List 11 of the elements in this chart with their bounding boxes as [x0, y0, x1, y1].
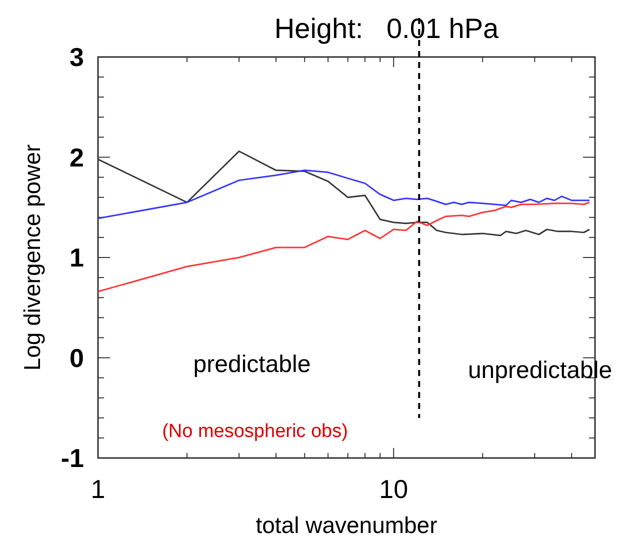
x-axis-title: total wavenumber [256, 512, 438, 538]
y-axis-title: Log divergence power [19, 144, 45, 371]
chart-title: Height: 0.01 hPa [274, 13, 499, 44]
y-tick-label: 2 [70, 142, 84, 172]
x-tick-label: 10 [379, 474, 408, 504]
y-tick-label: 3 [70, 42, 84, 72]
y-tick-label: 1 [70, 242, 84, 272]
annotation: predictable [193, 351, 311, 378]
annotation: (No mesospheric obs) [162, 421, 348, 442]
y-tick-label: 0 [70, 342, 84, 373]
y-tick-label: -1 [60, 443, 84, 473]
